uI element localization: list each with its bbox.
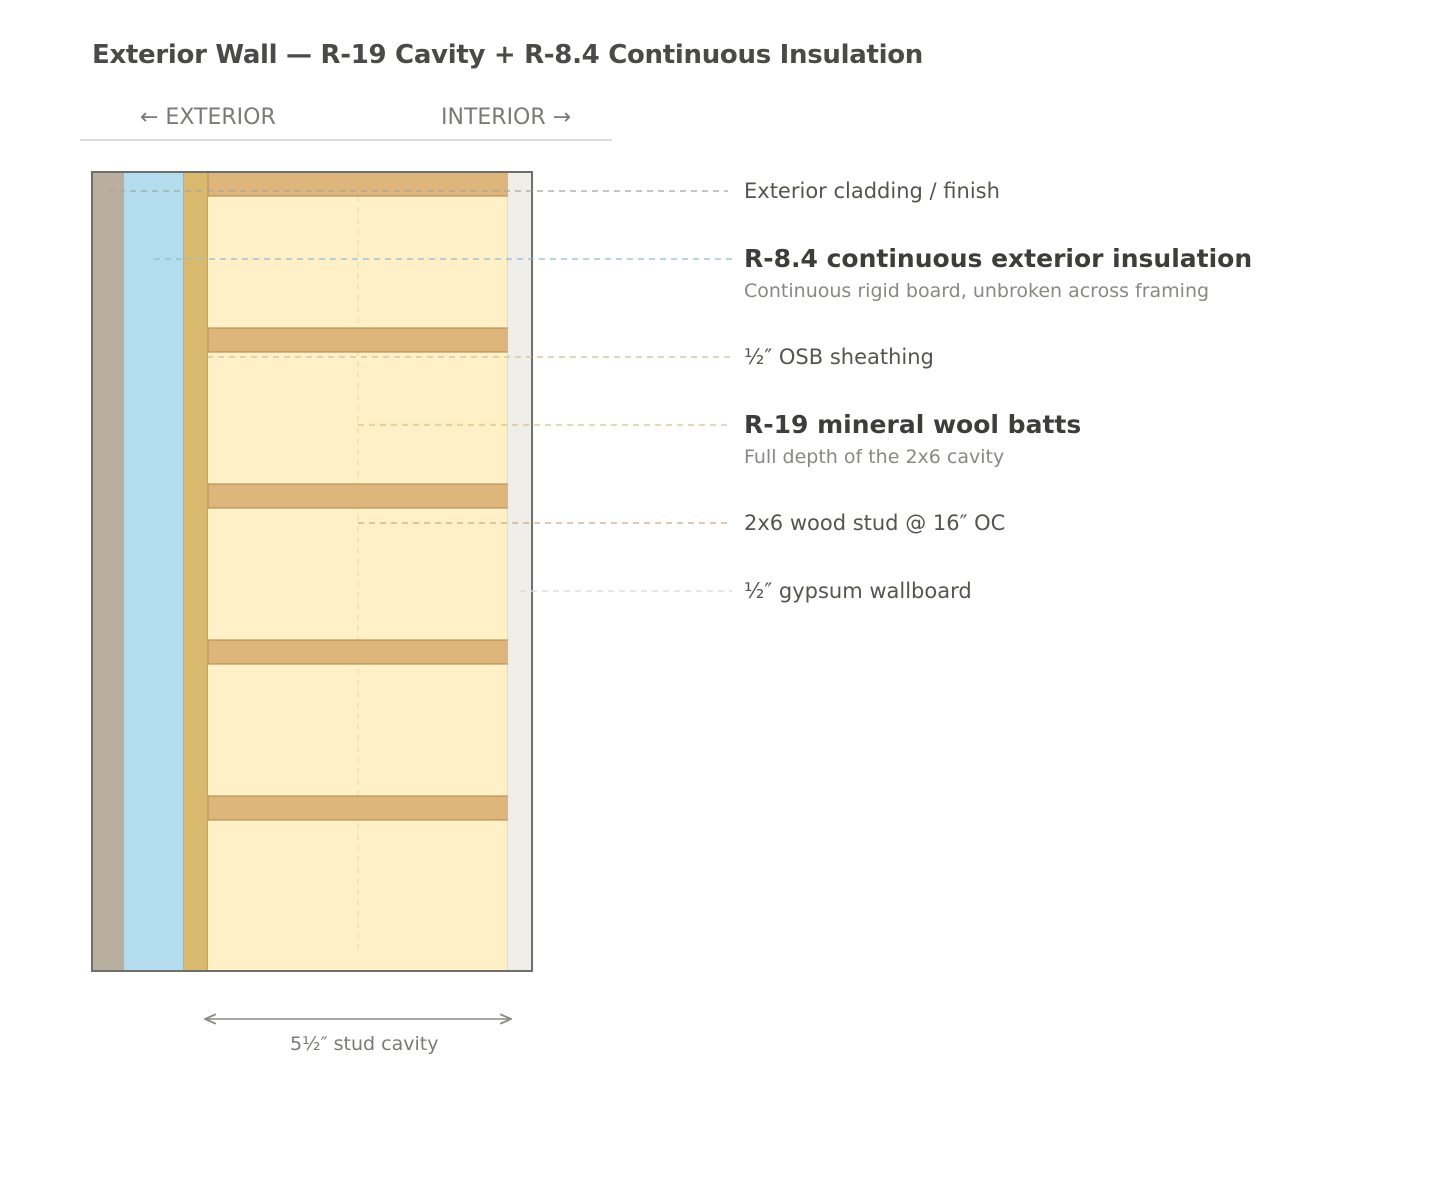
diagram-title: Exterior Wall — R-19 Cavity + R-8.4 Cont… (92, 40, 923, 70)
label-batts: R-19 mineral wool batts (744, 410, 1082, 439)
cladding-layer (92, 172, 124, 971)
label-stud: 2x6 wood stud @ 16″ OC (744, 511, 1006, 535)
sublabel-ci: Continuous rigid board, unbroken across … (744, 280, 1210, 302)
interior-side-label: INTERIOR → (441, 105, 572, 130)
orientation-rule (80, 139, 612, 141)
wall-outline (91, 171, 533, 972)
stud-top-plate (207, 171, 509, 197)
osb-sheathing-layer (184, 172, 208, 971)
label-gypsum: ½″ gypsum wallboard (744, 579, 972, 603)
gypsum-wallboard-layer (508, 172, 532, 971)
stud-4 (207, 795, 509, 821)
label-ci: R-8.4 continuous exterior insulation (744, 244, 1253, 273)
continuous-insulation-layer (124, 172, 184, 971)
label-cladding: Exterior cladding / finish (744, 179, 1000, 203)
stud-3 (207, 639, 509, 665)
exterior-side-label: ← EXTERIOR (140, 105, 276, 130)
label-osb: ½″ OSB sheathing (744, 345, 934, 369)
cavity-dimension-label: 5½″ stud cavity (290, 1033, 439, 1055)
stud-2 (207, 483, 509, 509)
sublabel-batts: Full depth of the 2x6 cavity (744, 446, 1005, 468)
stud-1 (207, 327, 509, 353)
